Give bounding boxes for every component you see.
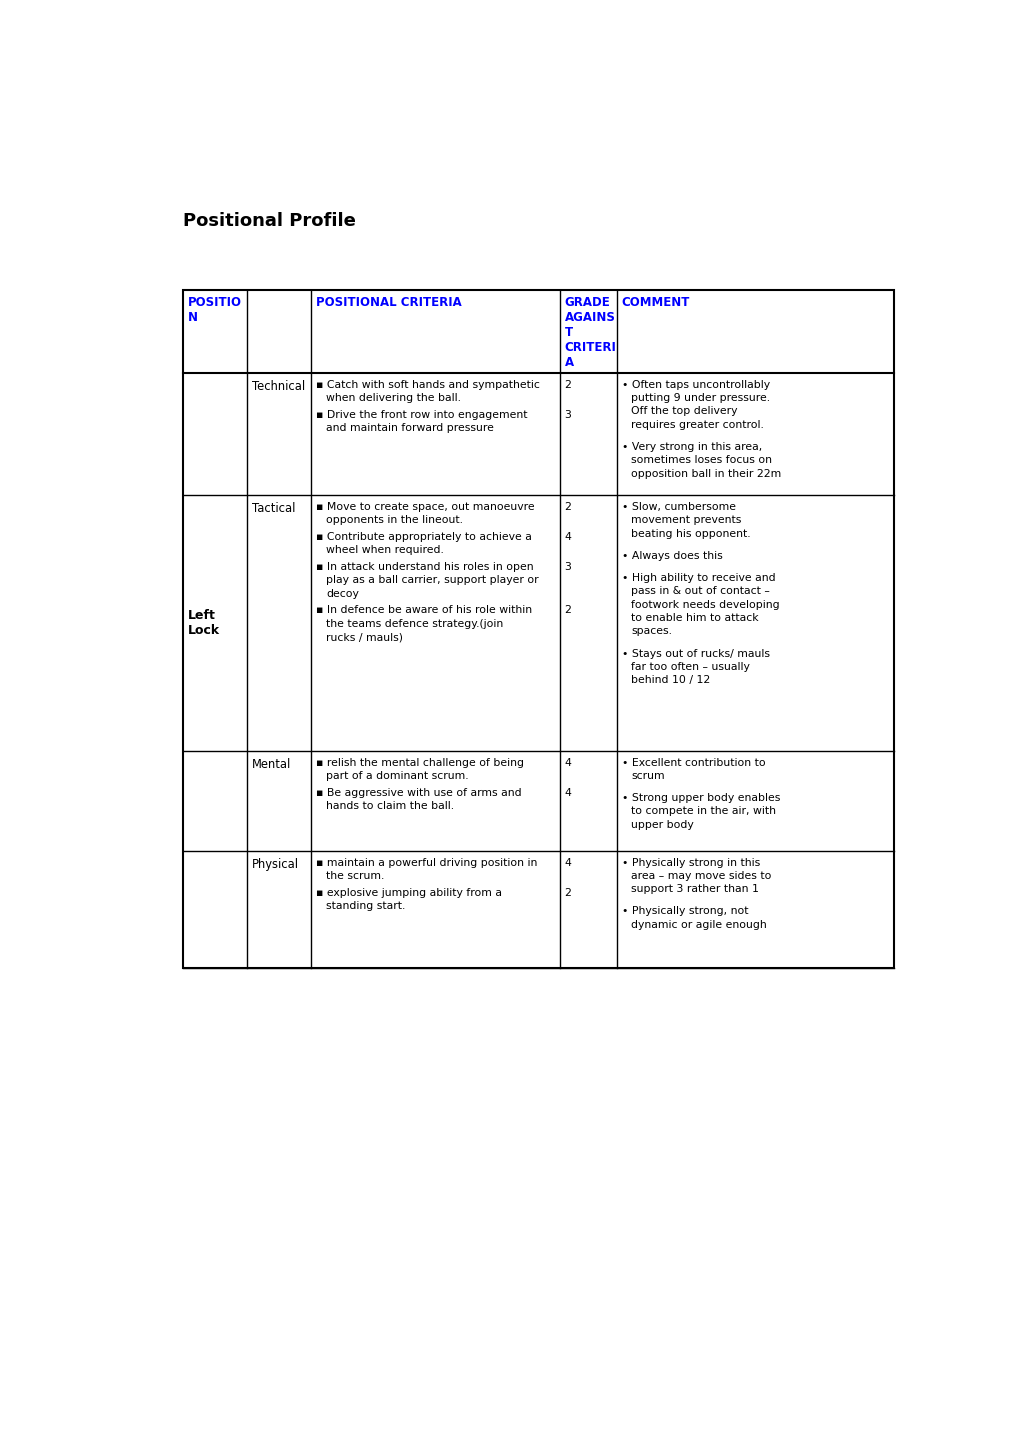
Text: area – may move sides to: area – may move sides to xyxy=(631,872,770,880)
Text: Physical: Physical xyxy=(252,857,299,870)
Text: ▪ maintain a powerful driving position in: ▪ maintain a powerful driving position i… xyxy=(315,857,536,867)
Text: • Always does this: • Always does this xyxy=(621,551,721,561)
Text: Technical: Technical xyxy=(252,380,305,392)
Text: opponents in the lineout.: opponents in the lineout. xyxy=(326,515,463,525)
Text: • Excellent contribution to: • Excellent contribution to xyxy=(621,758,764,768)
Text: • Strong upper body enables: • Strong upper body enables xyxy=(621,794,780,804)
Text: ▪ Move to create space, out manoeuvre: ▪ Move to create space, out manoeuvre xyxy=(315,502,534,512)
Text: 3: 3 xyxy=(565,561,571,571)
Text: beating his opponent.: beating his opponent. xyxy=(631,528,750,538)
Text: ▪ In defence be aware of his role within: ▪ In defence be aware of his role within xyxy=(315,606,531,615)
Text: ▪ Catch with soft hands and sympathetic: ▪ Catch with soft hands and sympathetic xyxy=(315,380,539,390)
Text: POSITIONAL CRITERIA: POSITIONAL CRITERIA xyxy=(315,296,461,309)
Text: play as a ball carrier, support player or: play as a ball carrier, support player o… xyxy=(326,576,538,586)
Text: Positional Profile: Positional Profile xyxy=(182,212,356,229)
Text: COMMENT: COMMENT xyxy=(621,296,689,309)
Text: and maintain forward pressure: and maintain forward pressure xyxy=(326,423,493,433)
Text: movement prevents: movement prevents xyxy=(631,515,741,525)
Text: decoy: decoy xyxy=(326,589,359,599)
Text: Left
Lock: Left Lock xyxy=(187,609,219,638)
Text: ▪ Contribute appropriately to achieve a: ▪ Contribute appropriately to achieve a xyxy=(315,532,531,543)
Text: Mental: Mental xyxy=(252,758,290,771)
Text: the teams defence strategy.(join: the teams defence strategy.(join xyxy=(326,619,502,629)
Text: • Stays out of rucks/ mauls: • Stays out of rucks/ mauls xyxy=(621,649,768,658)
Text: ▪ Drive the front row into engagement: ▪ Drive the front row into engagement xyxy=(315,410,527,420)
Text: GRADE
AGAINS
T
CRITERI
A: GRADE AGAINS T CRITERI A xyxy=(565,296,615,369)
Text: wheel when required.: wheel when required. xyxy=(326,545,443,556)
Text: ▪ Be aggressive with use of arms and: ▪ Be aggressive with use of arms and xyxy=(315,788,521,798)
Text: 4: 4 xyxy=(565,857,571,867)
Text: behind 10 / 12: behind 10 / 12 xyxy=(631,675,709,685)
Text: the scrum.: the scrum. xyxy=(326,872,384,880)
Text: 3: 3 xyxy=(565,410,571,420)
Text: 4: 4 xyxy=(565,532,571,543)
Text: • Often taps uncontrollably: • Often taps uncontrollably xyxy=(621,380,769,390)
Text: standing start.: standing start. xyxy=(326,900,405,911)
Text: 2: 2 xyxy=(565,502,571,512)
Text: sometimes loses focus on: sometimes loses focus on xyxy=(631,456,771,466)
Text: POSITIO
N: POSITIO N xyxy=(187,296,242,325)
Text: far too often – usually: far too often – usually xyxy=(631,662,749,672)
Text: 2: 2 xyxy=(565,887,571,898)
Text: 4: 4 xyxy=(565,788,571,798)
Text: • Physically strong, not: • Physically strong, not xyxy=(621,906,747,916)
Text: upper body: upper body xyxy=(631,820,693,830)
Text: ▪ In attack understand his roles in open: ▪ In attack understand his roles in open xyxy=(315,561,533,571)
Text: pass in & out of contact –: pass in & out of contact – xyxy=(631,586,769,596)
Text: rucks / mauls): rucks / mauls) xyxy=(326,632,403,642)
Text: 2: 2 xyxy=(565,606,571,615)
Text: • Very strong in this area,: • Very strong in this area, xyxy=(621,442,761,452)
Text: when delivering the ball.: when delivering the ball. xyxy=(326,392,461,403)
Text: • Physically strong in this: • Physically strong in this xyxy=(621,857,759,867)
Text: 4: 4 xyxy=(565,758,571,768)
Text: support 3 rather than 1: support 3 rather than 1 xyxy=(631,885,758,895)
Bar xyxy=(182,290,894,968)
Text: to compete in the air, with: to compete in the air, with xyxy=(631,807,775,817)
Text: to enable him to attack: to enable him to attack xyxy=(631,613,758,623)
Text: Tactical: Tactical xyxy=(252,502,294,515)
Text: part of a dominant scrum.: part of a dominant scrum. xyxy=(326,771,468,781)
Text: requires greater control.: requires greater control. xyxy=(631,420,763,430)
Text: • High ability to receive and: • High ability to receive and xyxy=(621,573,774,583)
Text: • Slow, cumbersome: • Slow, cumbersome xyxy=(621,502,735,512)
Text: ▪ explosive jumping ability from a: ▪ explosive jumping ability from a xyxy=(315,887,501,898)
Text: hands to claim the ball.: hands to claim the ball. xyxy=(326,801,453,811)
Text: opposition ball in their 22m: opposition ball in their 22m xyxy=(631,469,781,479)
Text: dynamic or agile enough: dynamic or agile enough xyxy=(631,919,766,929)
Text: Off the top delivery: Off the top delivery xyxy=(631,407,737,417)
Text: spaces.: spaces. xyxy=(631,626,672,636)
Text: footwork needs developing: footwork needs developing xyxy=(631,600,779,610)
Text: 2: 2 xyxy=(565,380,571,390)
Text: scrum: scrum xyxy=(631,771,664,781)
Text: putting 9 under pressure.: putting 9 under pressure. xyxy=(631,392,769,403)
Text: ▪ relish the mental challenge of being: ▪ relish the mental challenge of being xyxy=(315,758,523,768)
